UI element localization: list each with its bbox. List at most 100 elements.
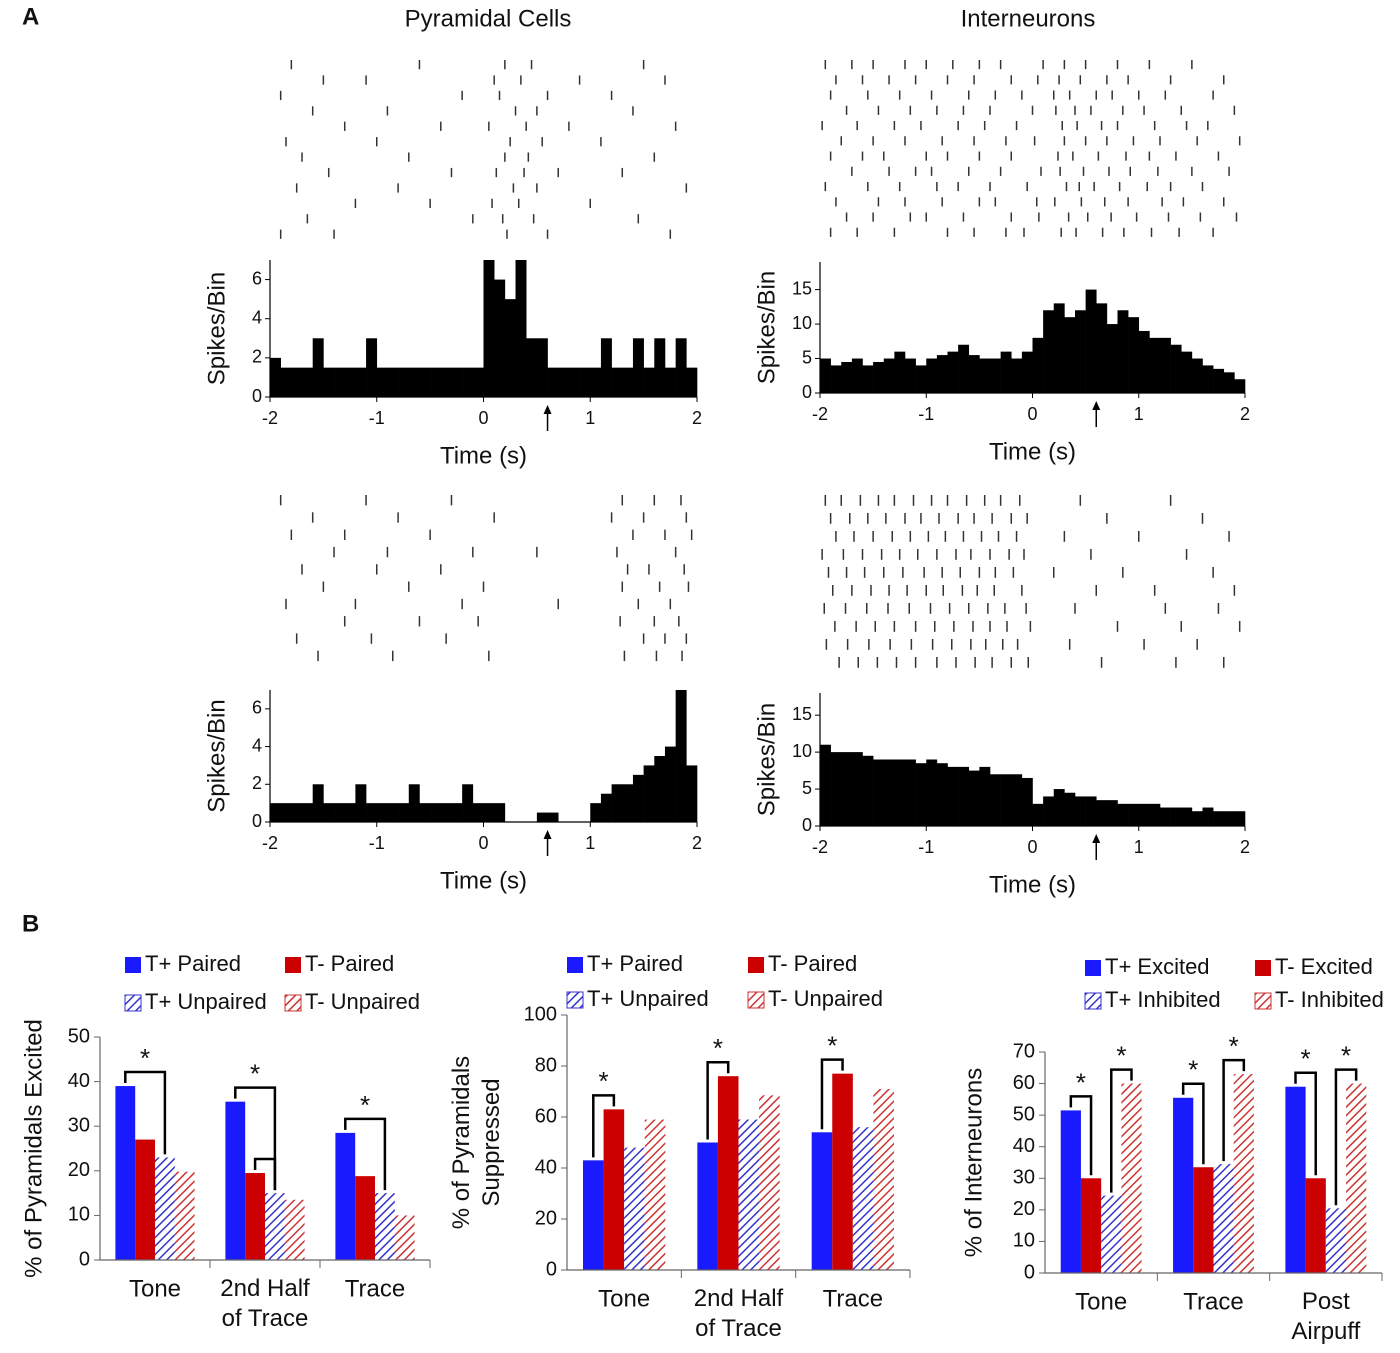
legend-swatch: [1254, 992, 1272, 1010]
hist-bar: [830, 365, 842, 393]
bar: [644, 1119, 666, 1270]
y-tick-label: 40: [1013, 1135, 1035, 1157]
bar: [624, 1147, 645, 1270]
bar: [738, 1119, 760, 1270]
hist-bar: [291, 367, 303, 397]
bar: [1213, 1164, 1234, 1273]
hist-bar: [590, 367, 602, 397]
hist-bar: [622, 784, 634, 822]
hist-bar: [366, 803, 378, 822]
hist-bar: [1085, 796, 1097, 826]
legend-swatch: [747, 991, 765, 1009]
legend-swatch: [285, 957, 301, 973]
significance-bracket: [820, 1058, 844, 1130]
hist-bar: [968, 770, 980, 826]
hist-bar: [894, 351, 906, 393]
hist-bar: [1064, 317, 1076, 393]
y-axis-label: Spikes/Bin: [203, 699, 230, 812]
hist-bar: [1075, 796, 1086, 826]
bar: [375, 1193, 395, 1260]
legend-swatch: [1084, 992, 1102, 1010]
hist-bar: [1032, 337, 1044, 393]
hist-bar: [1160, 337, 1171, 393]
y-tick-label: 50: [68, 1025, 90, 1047]
hist-bar: [1223, 372, 1235, 393]
hist-bar: [643, 765, 655, 822]
x-axis-label: Time (s): [989, 871, 1076, 898]
significance-star: *: [360, 1090, 370, 1120]
bar: [1193, 1167, 1214, 1273]
hist-bar: [654, 338, 666, 397]
hist-bar: [440, 367, 452, 397]
bar: [1101, 1195, 1122, 1273]
hist-bar: [355, 367, 367, 397]
bar: [1060, 1110, 1081, 1273]
bar: [759, 1095, 780, 1270]
legend-label: T- Inhibited: [1275, 987, 1384, 1012]
column-title: Interneurons: [961, 5, 1096, 32]
hist-bar: [830, 752, 842, 826]
bar: [115, 1086, 136, 1260]
bar: [1346, 1083, 1367, 1273]
hist-bar: [947, 766, 959, 826]
hist-bar: [600, 338, 612, 397]
hist-bar: [451, 803, 463, 822]
hist-bar: [483, 260, 495, 397]
x-tick-label: -1: [369, 408, 385, 428]
y-tick-label: 15: [792, 704, 812, 724]
legend-label: T- Paired: [768, 951, 857, 976]
x-tick-label: 0: [1027, 404, 1037, 424]
hist-bar: [611, 784, 623, 822]
hist-bar: [979, 358, 991, 393]
hist-bar: [851, 358, 863, 393]
event-arrowhead: [1092, 834, 1101, 843]
hist-bar: [579, 367, 591, 397]
hist-bar: [1053, 303, 1065, 393]
y-tick-label: 0: [252, 811, 262, 831]
legend-swatch: [124, 994, 142, 1012]
significance-star: *: [140, 1043, 150, 1073]
hist-bar: [1064, 792, 1076, 826]
hist-bar: [1234, 379, 1246, 393]
hist-bar: [504, 299, 516, 397]
significance-bracket: [344, 1117, 387, 1191]
legend-label: T- Unpaired: [305, 989, 420, 1014]
x-tick-label: 2: [692, 833, 702, 853]
hist-bar: [686, 765, 698, 822]
hist-bar: [387, 367, 399, 397]
hist-bar: [1085, 289, 1097, 393]
hist-bar: [1032, 803, 1044, 826]
y-axis-label: % of Pyramidals Excited: [20, 1019, 47, 1278]
significance-star: *: [599, 1066, 609, 1096]
hist-bar: [1170, 807, 1182, 826]
bar: [394, 1215, 415, 1260]
hist-bar: [376, 367, 388, 397]
x-axis-label: Time (s): [989, 438, 1076, 465]
hist-bar: [355, 784, 367, 822]
hist-bar: [408, 367, 420, 397]
hist-bar: [1021, 351, 1033, 393]
y-tick-label: 5: [802, 347, 812, 367]
y-axis-label: % of Pyramidals Suppressed: [448, 1056, 505, 1229]
bar: [832, 1073, 853, 1270]
hist-bar: [312, 784, 324, 822]
bar: [135, 1139, 155, 1260]
bar: [335, 1132, 356, 1260]
hist-bar: [1053, 789, 1065, 826]
hist-bar: [430, 803, 442, 822]
bar: [355, 1176, 375, 1260]
y-tick-label: 10: [68, 1204, 90, 1226]
hist-bar: [1075, 310, 1086, 393]
x-tick-label: Tone: [598, 1285, 650, 1312]
hist-bar: [686, 367, 698, 397]
hist-bar: [883, 759, 895, 826]
y-tick-label: 10: [792, 741, 812, 761]
x-tick-label: 0: [1027, 837, 1037, 857]
hist-bar: [675, 338, 687, 397]
hist-bar: [862, 365, 874, 393]
hist-bar: [926, 759, 938, 826]
hist-bar: [1181, 807, 1193, 826]
hist-bar: [387, 803, 399, 822]
hist-bar: [312, 338, 324, 397]
hist-bar: [958, 344, 970, 393]
